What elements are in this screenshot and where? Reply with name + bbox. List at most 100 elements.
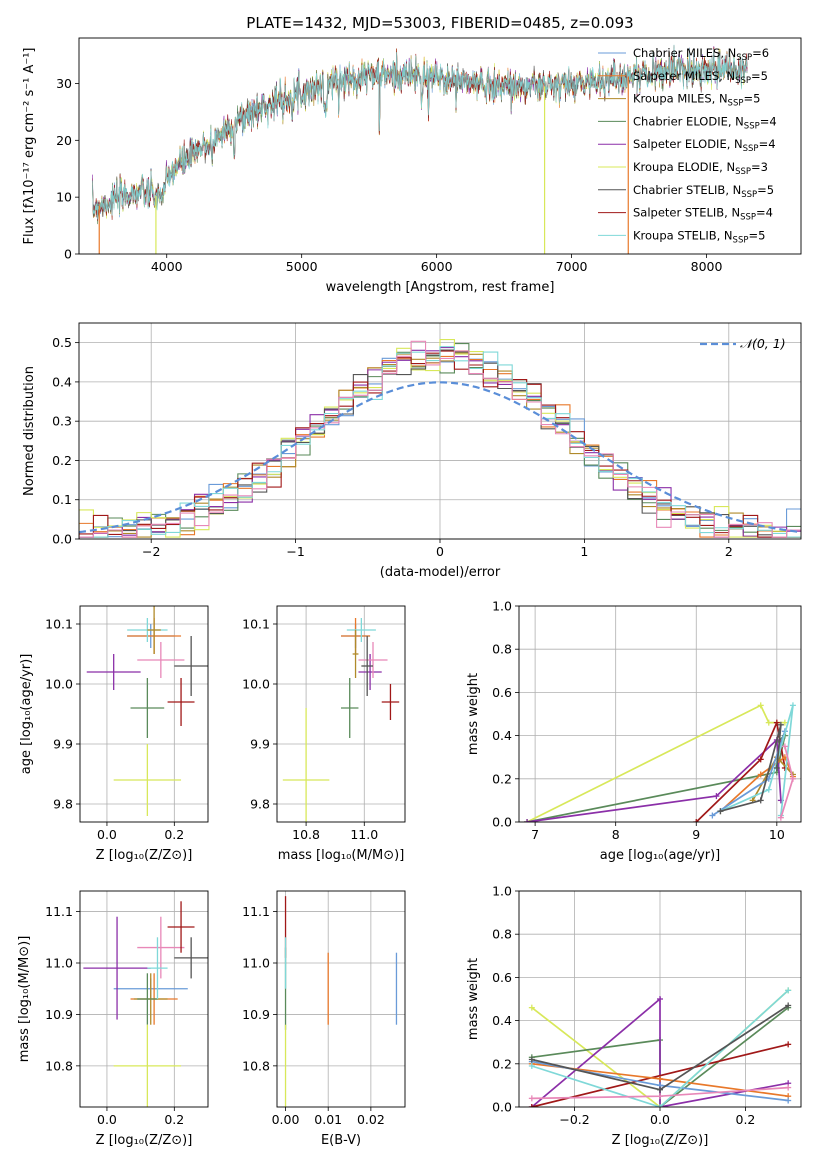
y-tick-label: 0.0 (52, 532, 72, 547)
weight-line (526, 733, 787, 822)
x-tick-label: 0 (436, 544, 444, 559)
x-axis-label: E(B-V) (321, 1133, 361, 1148)
y-tick-label: 10.9 (45, 1007, 73, 1022)
legend-label: Salpeter MILES, NSSP=5 (633, 69, 768, 86)
x-tick-label: −0.2 (559, 1112, 589, 1127)
y-tick-label: 0.8 (492, 642, 512, 657)
y-tick-label: 0.3 (52, 414, 72, 429)
y-tick-label: 30 (56, 76, 72, 91)
plot-area (524, 702, 796, 822)
y-tick-label: 0.6 (492, 970, 512, 985)
x-tick-label: 10.8 (292, 827, 320, 842)
y-axis-label: Normed distribution (22, 366, 37, 496)
y-tick-label: 9.9 (53, 737, 73, 752)
plot-area (284, 896, 398, 1107)
y-tick-label: 0.5 (52, 335, 72, 350)
y-tick-label: 10.8 (242, 1058, 270, 1073)
axes-age_vs_z: 0.0 0.2 9.8 9.9 10.0 10.1 Z [log₁₀(Z/Z⊙)] age [… (19, 605, 209, 863)
x-tick-label: 5000 (286, 259, 318, 274)
x-tick-label: 0.2 (736, 1112, 756, 1127)
y-tick-label: 9.8 (250, 797, 270, 812)
legend-label: Salpeter ELODIE, NSSP=4 (633, 137, 776, 154)
weight-line (720, 724, 782, 813)
y-tick-label: 0.8 (492, 927, 512, 942)
y-tick-label: 0.4 (492, 728, 512, 743)
y-tick-label: 0.2 (492, 771, 512, 786)
plot-area (528, 987, 792, 1107)
x-axis-label: (data-model)/error (380, 565, 501, 580)
y-tick-label: 10.1 (242, 617, 270, 632)
legend-label: Kroupa ELODIE, NSSP=3 (633, 160, 768, 177)
x-tick-label: 6000 (421, 259, 453, 274)
y-axis-label: age [log₁₀(age/yr)] (19, 654, 34, 775)
plot-area (83, 901, 208, 1107)
legend-subscript: SSP (743, 144, 759, 154)
legend-label: Kroupa STELIB, NSSP=5 (633, 228, 765, 245)
x-tick-label: 7 (531, 827, 539, 842)
legend-subscript: SSP (740, 213, 756, 223)
legend-label: Chabrier STELIB, NSSP=5 (633, 183, 774, 200)
y-tick-label: 0.1 (52, 492, 72, 507)
x-tick-label: 11.0 (350, 827, 378, 842)
legend-label: Kroupa MILES, NSSP=5 (633, 92, 760, 109)
plot-area (86, 606, 208, 816)
axes-frame (78, 37, 802, 255)
y-axis-label: Flux [fλ10⁻¹⁷ erg cm⁻² s⁻¹ A⁻¹] (22, 48, 37, 245)
axes-age_vs_mass: 10.8 11.0 9.8 9.9 10.0 10.1 mass [log₁₀(M/M⊙)] (242, 605, 406, 863)
x-tick-label: 0.2 (164, 827, 184, 842)
x-tick-label: 1 (580, 544, 588, 559)
chart-title: PLATE=1432, MJD=53003, FIBERID=0485, z=0… (246, 14, 633, 32)
legend-subscript: SSP (741, 190, 757, 200)
x-tick-label: 0.01 (314, 1112, 342, 1127)
y-tick-label: 0.0 (492, 815, 512, 830)
y-tick-label: 20 (56, 133, 72, 148)
x-axis-label: mass [log₁₀(M/M⊙)] (278, 848, 405, 863)
legend: Chabrier MILES, NSSP=6 Salpeter MILES, NS… (598, 46, 777, 245)
legend-label: Chabrier ELODIE, NSSP=4 (633, 114, 777, 131)
normal-curve (79, 381, 801, 534)
y-tick-label: 11.1 (242, 904, 270, 919)
y-tick-label: 0.6 (492, 685, 512, 700)
legend-label-rest: =5 (748, 228, 765, 242)
y-axis-label: mass weight (466, 673, 481, 755)
y-tick-label: 10.9 (242, 1007, 270, 1022)
axes-weight_vs_age: 7 8 9 10 0.0 0.2 0.4 0.6 0.8 1.0 age [log₁₀(age/yr… (466, 599, 802, 863)
y-tick-label: 0.2 (492, 1056, 512, 1071)
legend-label: Salpeter STELIB, NSSP=4 (633, 206, 773, 223)
axes-frame (276, 890, 406, 1108)
legend-subscript: SSP (735, 76, 751, 86)
plot-area (79, 339, 801, 539)
y-tick-label: 11.0 (242, 956, 270, 971)
x-axis-label: wavelength [Angstrom, rest frame] (326, 280, 555, 295)
weight-line (720, 705, 794, 816)
weight-line (531, 997, 789, 1107)
histogram-step (79, 346, 801, 539)
x-tick-label: 0.2 (164, 1112, 184, 1127)
x-axis-label: age [log₁₀(age/yr)] (600, 848, 721, 863)
axes-mass_vs_z: 0.0 0.2 10.8 10.9 11.0 11.1 Z [log₁₀(Z/Z⊙)] mas… (17, 890, 209, 1148)
x-tick-label: −1 (286, 544, 304, 559)
y-tick-label: 10.8 (45, 1058, 73, 1073)
y-tick-label: 1.0 (492, 599, 512, 614)
axes-frame (518, 605, 802, 823)
y-tick-label: 9.9 (250, 737, 270, 752)
legend-subscript: SSP (736, 53, 752, 63)
axes-frame (79, 890, 209, 1108)
legend-label: Chabrier MILES, NSSP=6 (633, 46, 769, 63)
x-tick-label: 4000 (151, 259, 183, 274)
x-axis-label: Z [log₁₀(Z/Z⊙)] (612, 1133, 709, 1148)
legend-subscript: SSP (728, 99, 744, 109)
axes-residuals: −2 −1 0 1 2 0.0 0.1 0.2 0.3 0.4 0.5 (data-model)/er… (22, 322, 802, 580)
x-tick-label: 9 (692, 827, 700, 842)
y-tick-label: 10.0 (242, 677, 270, 692)
y-tick-label: 11.1 (45, 904, 73, 919)
legend-subscript: SSP (744, 121, 760, 131)
weight-line (531, 989, 789, 1107)
y-tick-label: 0 (64, 247, 72, 262)
y-tick-label: 11.0 (45, 956, 73, 971)
legend-label-rest: =4 (759, 137, 776, 151)
x-tick-label: 8000 (691, 259, 723, 274)
x-tick-label: 0.0 (97, 1112, 117, 1127)
legend-subscript: SSP (733, 235, 749, 245)
